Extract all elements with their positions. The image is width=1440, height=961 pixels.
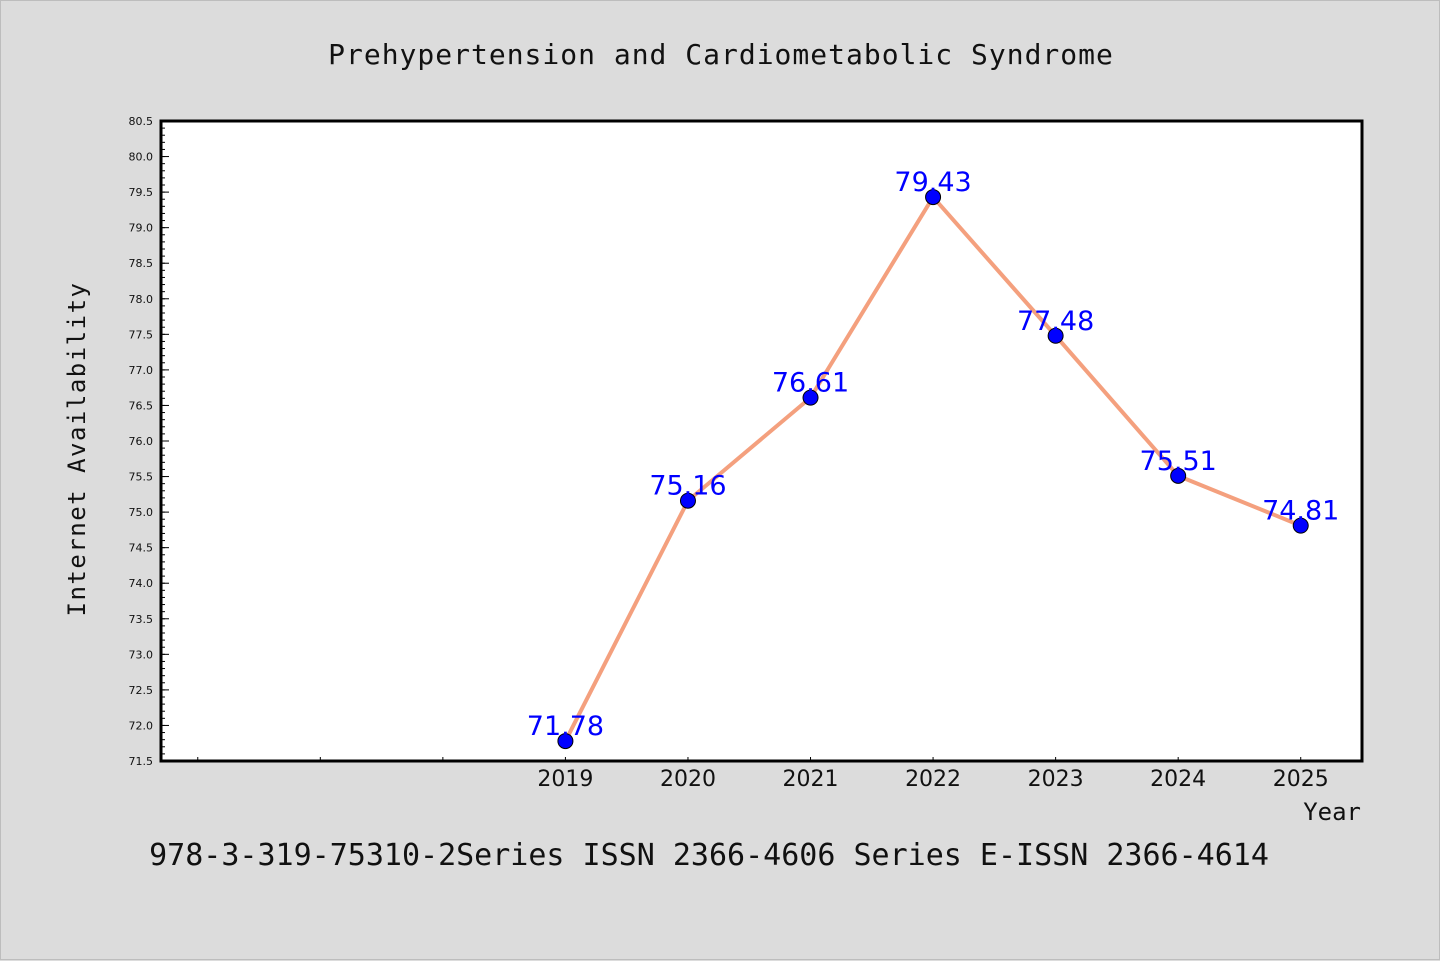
x-tick-label: 2019: [537, 767, 593, 792]
x-axis: 2019 2020 2021 2022 2023 2024 2025: [197, 757, 1329, 792]
x-axis-label: Year: [1303, 798, 1361, 826]
y-tick-label: 75.0: [129, 506, 154, 519]
y-tick-label: 73.5: [129, 613, 154, 626]
y-tick-label: 78.0: [129, 293, 154, 306]
y-tick-label: 73.0: [129, 648, 154, 661]
x-tick-label: 2020: [660, 767, 716, 792]
y-tick-label: 79.5: [129, 186, 154, 199]
y-tick-label: 78.5: [129, 257, 154, 270]
data-label: 74.81: [1262, 496, 1339, 527]
x-tick-label: 2022: [905, 767, 961, 792]
chart-title: Prehypertension and Cardiometabolic Synd…: [328, 38, 1114, 71]
y-tick-label: 79.0: [129, 222, 154, 235]
y-tick-label: 76.5: [129, 399, 154, 412]
y-tick-label: 80.5: [129, 115, 154, 128]
data-label: 75.51: [1140, 446, 1217, 477]
y-tick-label: 74.5: [129, 542, 154, 555]
x-tick-label: 2025: [1273, 767, 1329, 792]
y-tick-label: 77.5: [129, 328, 154, 341]
data-point-marker: [1170, 467, 1187, 484]
data-point-marker: [1047, 327, 1064, 344]
data-point-marker: [925, 189, 942, 206]
y-axis-label: Internet Availability: [63, 282, 91, 617]
x-tick-label: 2021: [783, 767, 839, 792]
y-tick-label: 72.0: [129, 719, 154, 732]
y-tick-label: 77.0: [129, 364, 154, 377]
data-label: 76.61: [772, 368, 849, 399]
data-labels: 71.78 75.16 76.61 79.43 77.48 75.51 74.81: [527, 167, 1340, 742]
data-label: 77.48: [1017, 306, 1094, 337]
data-label: 71.78: [527, 711, 604, 742]
data-point-marker: [1292, 517, 1309, 534]
y-tick-label: 76.0: [129, 435, 154, 448]
y-tick-label: 72.5: [129, 684, 154, 697]
x-tick-label: 2024: [1150, 767, 1206, 792]
data-point-marker: [802, 389, 819, 406]
data-point-marker: [557, 733, 574, 750]
data-label: 75.16: [649, 471, 726, 502]
x-tick-label: 2023: [1028, 767, 1084, 792]
series-line: [557, 189, 1309, 750]
y-tick-label: 80.0: [129, 151, 154, 164]
data-point-marker: [679, 492, 696, 509]
footer-text: 978-3-319-75310-2Series ISSN 2366-4606 S…: [149, 838, 1269, 873]
data-label: 79.43: [894, 167, 971, 198]
y-tick-label: 75.5: [129, 471, 154, 484]
y-tick-label: 74.0: [129, 577, 154, 590]
y-tick-label: 71.5: [129, 755, 154, 768]
plot-frame: [159, 119, 1364, 763]
